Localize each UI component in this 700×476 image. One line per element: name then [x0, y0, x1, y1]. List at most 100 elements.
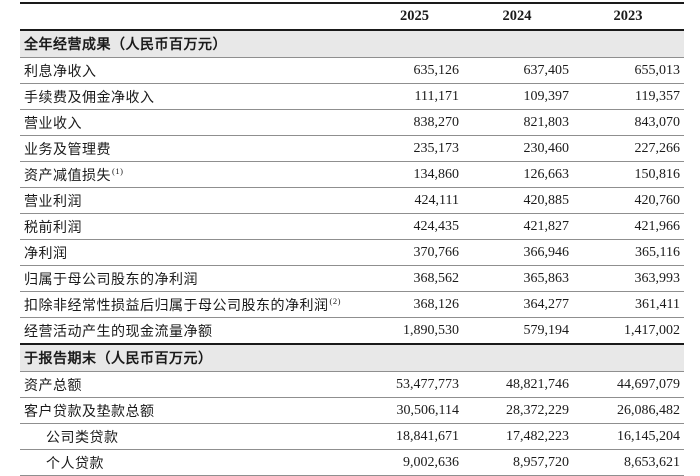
cell-value: 368,562: [367, 265, 462, 292]
table-row: 个人贷款 9,002,636 8,957,720 8,653,621: [20, 449, 684, 476]
row-label: 扣除非经常性损益后归属于母公司股东的净利润: [24, 298, 329, 314]
table-row: 利息净收入 635,126 637,405 655,013: [20, 57, 684, 84]
cell-value: 635,126: [367, 57, 462, 84]
row-label-cell: 经营活动产生的现金流量净额: [20, 317, 367, 345]
cell-value: 579,194: [462, 317, 572, 345]
cell-value: 365,863: [462, 265, 572, 292]
row-label-cell: 归属于母公司股东的净利润: [20, 265, 367, 292]
cell-value: 109,397: [462, 83, 572, 110]
row-label-cell: 利息净收入: [20, 57, 367, 84]
cell-value: 821,803: [462, 109, 572, 136]
row-label: 利息净收入: [24, 64, 97, 80]
footnote-ref: (2): [329, 295, 341, 306]
row-label: 资产总额: [24, 378, 82, 394]
cell-value: 420,885: [462, 187, 572, 214]
row-label-cell: 扣除非经常性损益后归属于母公司股东的净利润(2): [20, 291, 367, 318]
row-label-cell: 营业收入: [20, 109, 367, 136]
row-label: 客户贷款及垫款总额: [24, 404, 155, 420]
year-header-2025: 2025: [367, 2, 462, 31]
table-row: 营业利润 424,111 420,885 420,760: [20, 187, 684, 214]
year-header-2024: 2024: [462, 2, 572, 31]
cell-value: 365,116: [572, 239, 684, 266]
cell-value: 126,663: [462, 161, 572, 188]
row-label-cell: 个人贷款: [20, 449, 367, 476]
row-label-cell: 资产减值损失(1): [20, 161, 367, 188]
table-row: 归属于母公司股东的净利润 368,562 365,863 363,993: [20, 265, 684, 292]
table-row: 业务及管理费 235,173 230,460 227,266: [20, 135, 684, 162]
row-label-cell: 营业利润: [20, 187, 367, 214]
cell-value: 28,372,229: [462, 397, 572, 424]
table-row: 经营活动产生的现金流量净额 1,890,530 579,194 1,417,002: [20, 317, 684, 345]
row-label: 手续费及佣金净收入: [24, 90, 155, 106]
row-label: 业务及管理费: [24, 142, 111, 158]
row-label: 净利润: [24, 246, 68, 262]
cell-value: 1,890,530: [367, 317, 462, 345]
cell-value: 368,126: [367, 291, 462, 318]
cell-value: 17,482,223: [462, 423, 572, 450]
section-title: 于报告期末（人民币百万元）: [20, 343, 684, 372]
table-row: 扣除非经常性损益后归属于母公司股东的净利润(2) 368,126 364,277 36…: [20, 291, 684, 318]
row-label: 营业利润: [24, 194, 82, 210]
row-label-cell: 税前利润: [20, 213, 367, 240]
cell-value: 235,173: [367, 135, 462, 162]
cell-value: 424,435: [367, 213, 462, 240]
cell-value: 230,460: [462, 135, 572, 162]
row-label: 经营活动产生的现金流量净额: [24, 324, 213, 340]
cell-value: 838,270: [367, 109, 462, 136]
cell-value: 424,111: [367, 187, 462, 214]
cell-value: 361,411: [572, 291, 684, 318]
footnote-ref: (1): [112, 165, 124, 176]
table-row: 客户贷款及垫款总额 30,506,114 28,372,229 26,086,482: [20, 397, 684, 424]
financial-table: 2025 2024 2023 全年经营成果（人民币百万元） 利息净收入 635,12…: [20, 2, 684, 476]
cell-value: 370,766: [367, 239, 462, 266]
row-label-cell: 业务及管理费: [20, 135, 367, 162]
cell-value: 150,816: [572, 161, 684, 188]
table-row: 资产总额 53,477,773 48,821,746 44,697,079: [20, 371, 684, 398]
cell-value: 8,653,621: [572, 449, 684, 476]
table-row: 净利润 370,766 366,946 365,116: [20, 239, 684, 266]
cell-value: 18,841,671: [367, 423, 462, 450]
financial-summary-table: 2025 2024 2023 全年经营成果（人民币百万元） 利息净收入 635,12…: [20, 2, 684, 476]
cell-value: 9,002,636: [367, 449, 462, 476]
cell-value: 53,477,773: [367, 371, 462, 398]
section-title: 全年经营成果（人民币百万元）: [20, 30, 684, 58]
table-row: 手续费及佣金净收入 111,171 109,397 119,357: [20, 83, 684, 110]
row-label: 资产减值损失: [24, 168, 111, 184]
cell-value: 364,277: [462, 291, 572, 318]
cell-value: 843,070: [572, 109, 684, 136]
cell-value: 48,821,746: [462, 371, 572, 398]
cell-value: 637,405: [462, 57, 572, 84]
row-label-cell: 手续费及佣金净收入: [20, 83, 367, 110]
row-label: 归属于母公司股东的净利润: [24, 272, 198, 288]
table-row: 公司类贷款 18,841,671 17,482,223 16,145,204: [20, 423, 684, 450]
cell-value: 111,171: [367, 83, 462, 110]
cell-value: 655,013: [572, 57, 684, 84]
row-label-cell: 客户贷款及垫款总额: [20, 397, 367, 424]
cell-value: 366,946: [462, 239, 572, 266]
year-header-2023: 2023: [572, 2, 684, 31]
cell-value: 1,417,002: [572, 317, 684, 345]
cell-value: 30,506,114: [367, 397, 462, 424]
table-row: 营业收入 838,270 821,803 843,070: [20, 109, 684, 136]
year-header-row: 2025 2024 2023: [20, 2, 684, 31]
cell-value: 421,966: [572, 213, 684, 240]
row-label: 税前利润: [24, 220, 82, 236]
row-label: 营业收入: [24, 116, 82, 132]
year-header-spacer: [20, 2, 367, 31]
row-label: 公司类贷款: [46, 430, 119, 446]
table-body: 全年经营成果（人民币百万元） 利息净收入 635,126 637,405 655,013…: [20, 30, 684, 476]
table-row: 税前利润 424,435 421,827 421,966: [20, 213, 684, 240]
row-label: 个人贷款: [46, 456, 104, 472]
cell-value: 8,957,720: [462, 449, 572, 476]
cell-value: 16,145,204: [572, 423, 684, 450]
row-label-cell: 净利润: [20, 239, 367, 266]
cell-value: 26,086,482: [572, 397, 684, 424]
table-row: 资产减值损失(1) 134,860 126,663 150,816: [20, 161, 684, 188]
row-label-cell: 公司类贷款: [20, 423, 367, 450]
section-header-row: 全年经营成果（人民币百万元）: [20, 30, 684, 58]
cell-value: 363,993: [572, 265, 684, 292]
cell-value: 421,827: [462, 213, 572, 240]
cell-value: 420,760: [572, 187, 684, 214]
section-header-row: 于报告期末（人民币百万元）: [20, 343, 684, 372]
row-label-cell: 资产总额: [20, 371, 367, 398]
